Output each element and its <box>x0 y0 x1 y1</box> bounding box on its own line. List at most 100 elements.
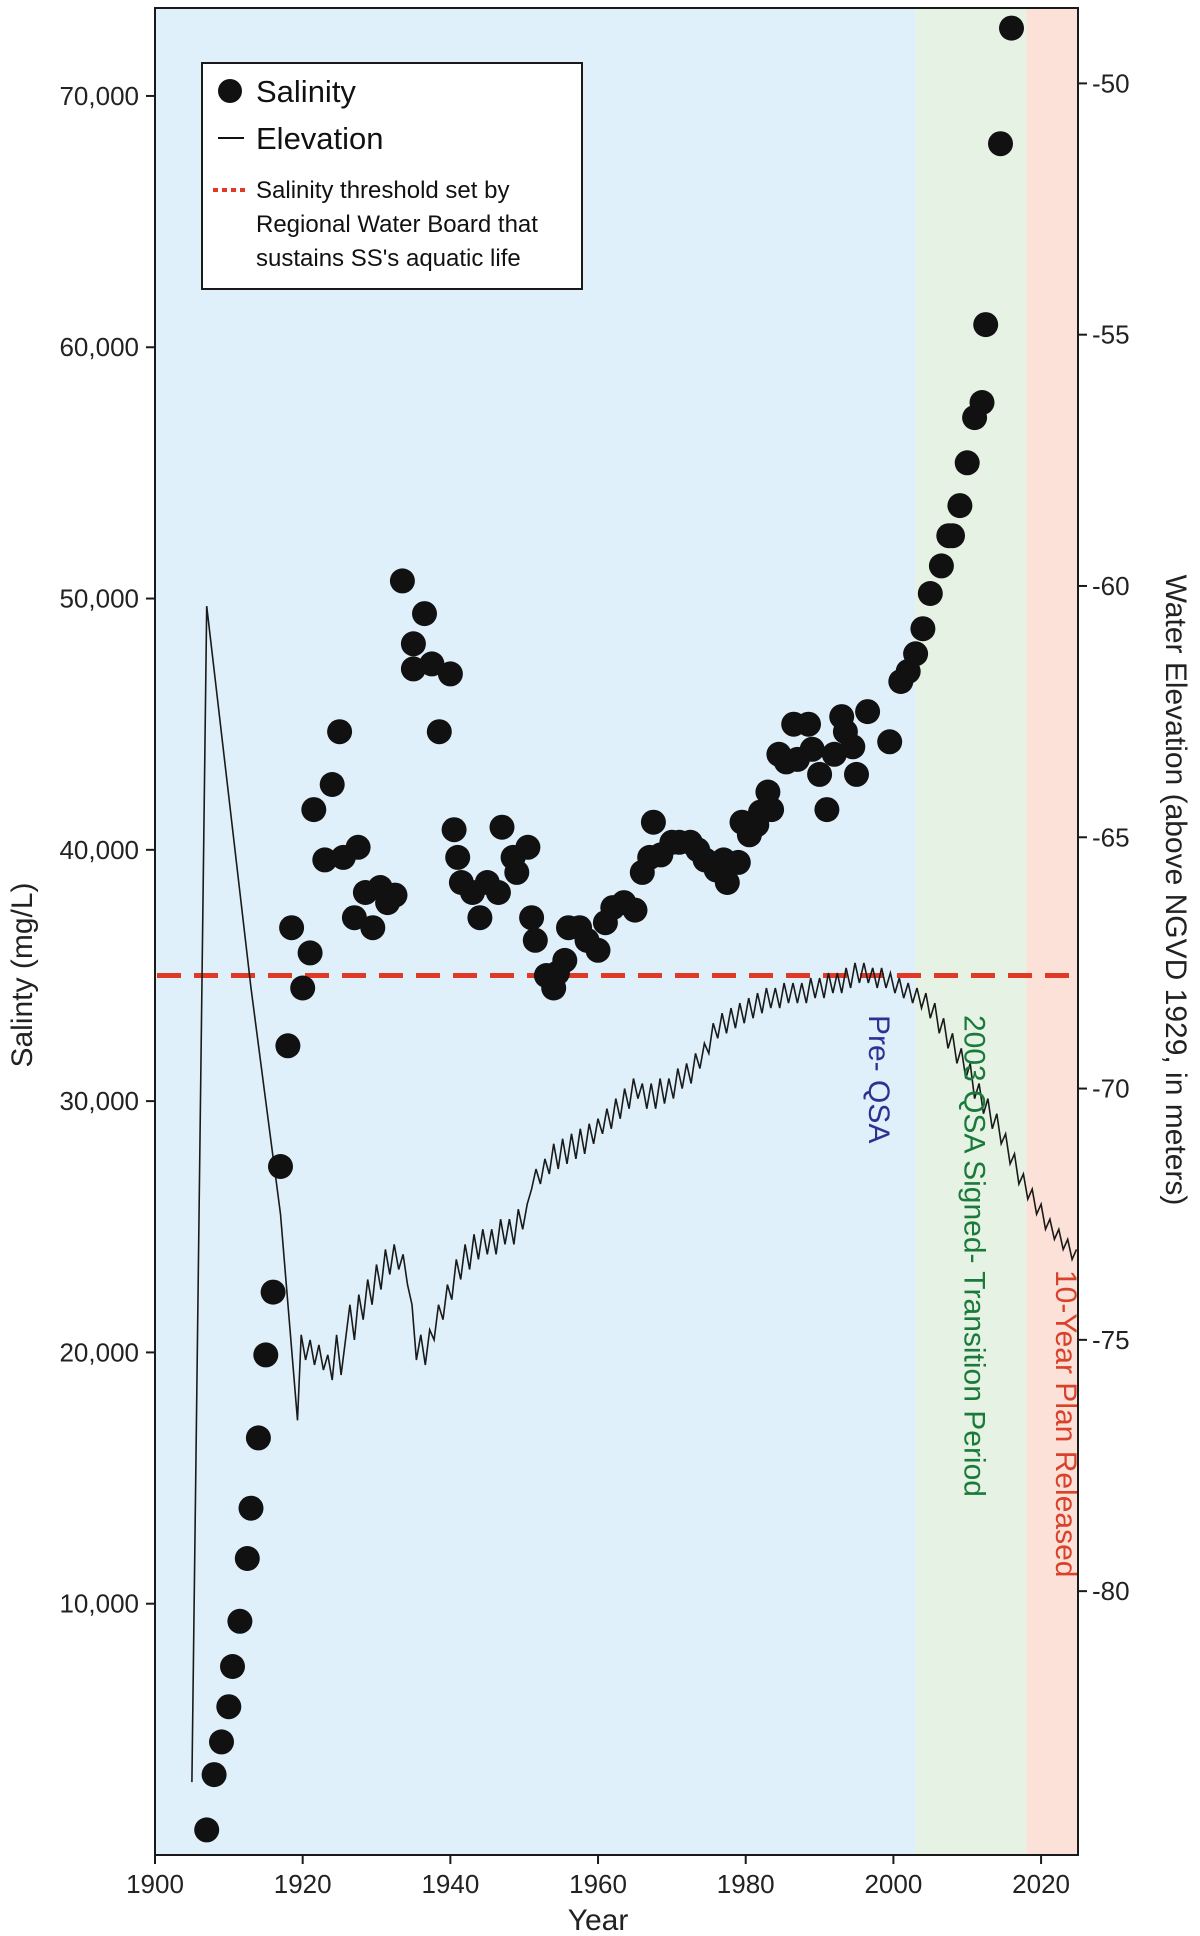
salinity-point <box>445 844 471 870</box>
salinity-point <box>234 1546 260 1571</box>
y-left-tick-label: 40,000 <box>59 835 139 865</box>
salinity-point <box>969 390 995 415</box>
period-labels: Pre- QSA 2003 QSA Signed- Transition Peri… <box>862 1015 1082 1577</box>
salinity-point <box>467 905 493 931</box>
salinity-point <box>489 814 515 840</box>
y-left-tick-label: 10,000 <box>59 1589 139 1619</box>
salinity-point <box>201 1762 227 1788</box>
legend-salinity-marker <box>218 79 242 103</box>
salinity-point <box>360 915 386 941</box>
y-left-tick-label: 20,000 <box>59 1337 139 1367</box>
salinity-point <box>622 897 648 923</box>
salinity-point <box>988 131 1013 157</box>
salinity-point <box>209 1729 234 1755</box>
y-right-tick-label: -80 <box>1092 1576 1130 1606</box>
salinity-point <box>426 719 452 745</box>
y-right-tick-label: -70 <box>1092 1074 1130 1104</box>
salinity-point <box>194 1817 220 1843</box>
salinity-point <box>220 1654 245 1679</box>
y-left-tick-label: 30,000 <box>59 1086 139 1116</box>
y-axis-left: 10,000 20,000 30,000 40,000 50,000 60,000 70,0… <box>59 81 155 1619</box>
y-right-tick-label: -50 <box>1092 68 1130 98</box>
x-tick-label: 1900 <box>126 1869 184 1899</box>
salinity-point <box>419 651 445 677</box>
legend-elevation-label: Elevation <box>256 121 384 156</box>
salinity-point <box>341 905 367 931</box>
salinity-point <box>260 1279 286 1305</box>
salinity-point <box>725 849 751 875</box>
salinity-point <box>807 761 833 787</box>
salinity-point <box>345 834 371 860</box>
x-tick-label: 2000 <box>864 1869 922 1899</box>
x-tick-label: 1980 <box>717 1869 775 1899</box>
y-right-tick-label: -75 <box>1092 1325 1130 1355</box>
salinity-point <box>973 312 999 338</box>
y-left-tick-label: 50,000 <box>59 584 139 614</box>
salinity-point <box>437 661 463 687</box>
y-left-tick-label: 70,000 <box>59 81 139 111</box>
legend-salinity-label: Salinity <box>256 74 356 109</box>
salinity-point <box>485 880 511 905</box>
legend-threshold-label-line-1: Salinity threshold set by <box>256 177 509 204</box>
salinity-point <box>312 847 338 873</box>
x-tick-label: 1960 <box>569 1869 627 1899</box>
salinity-point <box>714 870 740 895</box>
salinity-point <box>279 915 305 941</box>
legend-threshold-label-line-2: Regional Water Board that <box>256 211 538 238</box>
salinity-point <box>253 1342 279 1368</box>
x-tick-label: 1920 <box>274 1869 332 1899</box>
legend-threshold-label-line-3: sustains SS's aquatic life <box>256 245 521 272</box>
period-label-1: 2003 QSA Signed- Transition Period <box>957 1015 990 1497</box>
salinity-point <box>301 797 327 823</box>
salinity-point <box>389 568 415 594</box>
salinity-point <box>319 772 345 797</box>
salinity-point <box>227 1608 253 1634</box>
period-label-0: Pre- QSA <box>862 1015 895 1143</box>
salinity-points <box>194 15 1024 1843</box>
salinity-point <box>441 817 467 843</box>
salinity-point <box>585 937 611 963</box>
salinity-point <box>855 699 881 725</box>
x-tick-label: 2020 <box>1012 1869 1070 1899</box>
salinity-point <box>814 797 840 823</box>
salinity-point <box>947 493 973 519</box>
x-axis: 1900 1920 1940 1960 1980 2000 2020 <box>126 1855 1070 1899</box>
salinity-point <box>382 882 408 908</box>
salinity-point <box>522 927 548 953</box>
salinity-point <box>796 711 821 737</box>
salinity-point <box>515 834 541 860</box>
salinity-point <box>290 975 316 1001</box>
y-right-tick-label: -55 <box>1092 320 1130 350</box>
y-axis-right-title: Water Elevation (above NGVD 1929, in met… <box>1159 575 1192 1206</box>
salinity-point <box>840 734 866 760</box>
salinity-point <box>640 809 666 835</box>
y-right-tick-label: -65 <box>1092 822 1130 852</box>
salinity-point <box>297 940 323 966</box>
salinity-point <box>999 15 1024 41</box>
salinity-point <box>412 601 437 627</box>
salinity-point <box>504 859 530 885</box>
salinity-point <box>954 450 980 476</box>
elevation-layer <box>191 606 1078 1783</box>
salinity-point <box>400 631 426 657</box>
salinity-point <box>759 797 785 823</box>
legend-box <box>201 62 583 290</box>
period-band-1 <box>915 8 1027 1855</box>
legend: Salinity Elevation Salinity threshold se… <box>201 62 583 290</box>
salinity-point <box>268 1154 293 1179</box>
salinity-point <box>940 523 965 549</box>
y-axis-right: -50 -55 -60 -65 -70 -75 -80 <box>1078 68 1130 1606</box>
x-tick-label: 1940 <box>421 1869 479 1899</box>
salinity-point <box>238 1495 264 1521</box>
salinity-point <box>844 761 869 787</box>
salinity-point <box>519 905 545 931</box>
salinity-point <box>245 1425 271 1451</box>
salinity-point <box>928 553 954 579</box>
period-band-2 <box>1026 8 1078 1855</box>
salinity-point <box>877 729 903 755</box>
salinity-point <box>327 719 353 745</box>
y-axis-left-title: Salinty (mg/L) <box>6 882 39 1067</box>
salinity-point <box>275 1033 301 1059</box>
plot-frame <box>154 7 1079 1856</box>
